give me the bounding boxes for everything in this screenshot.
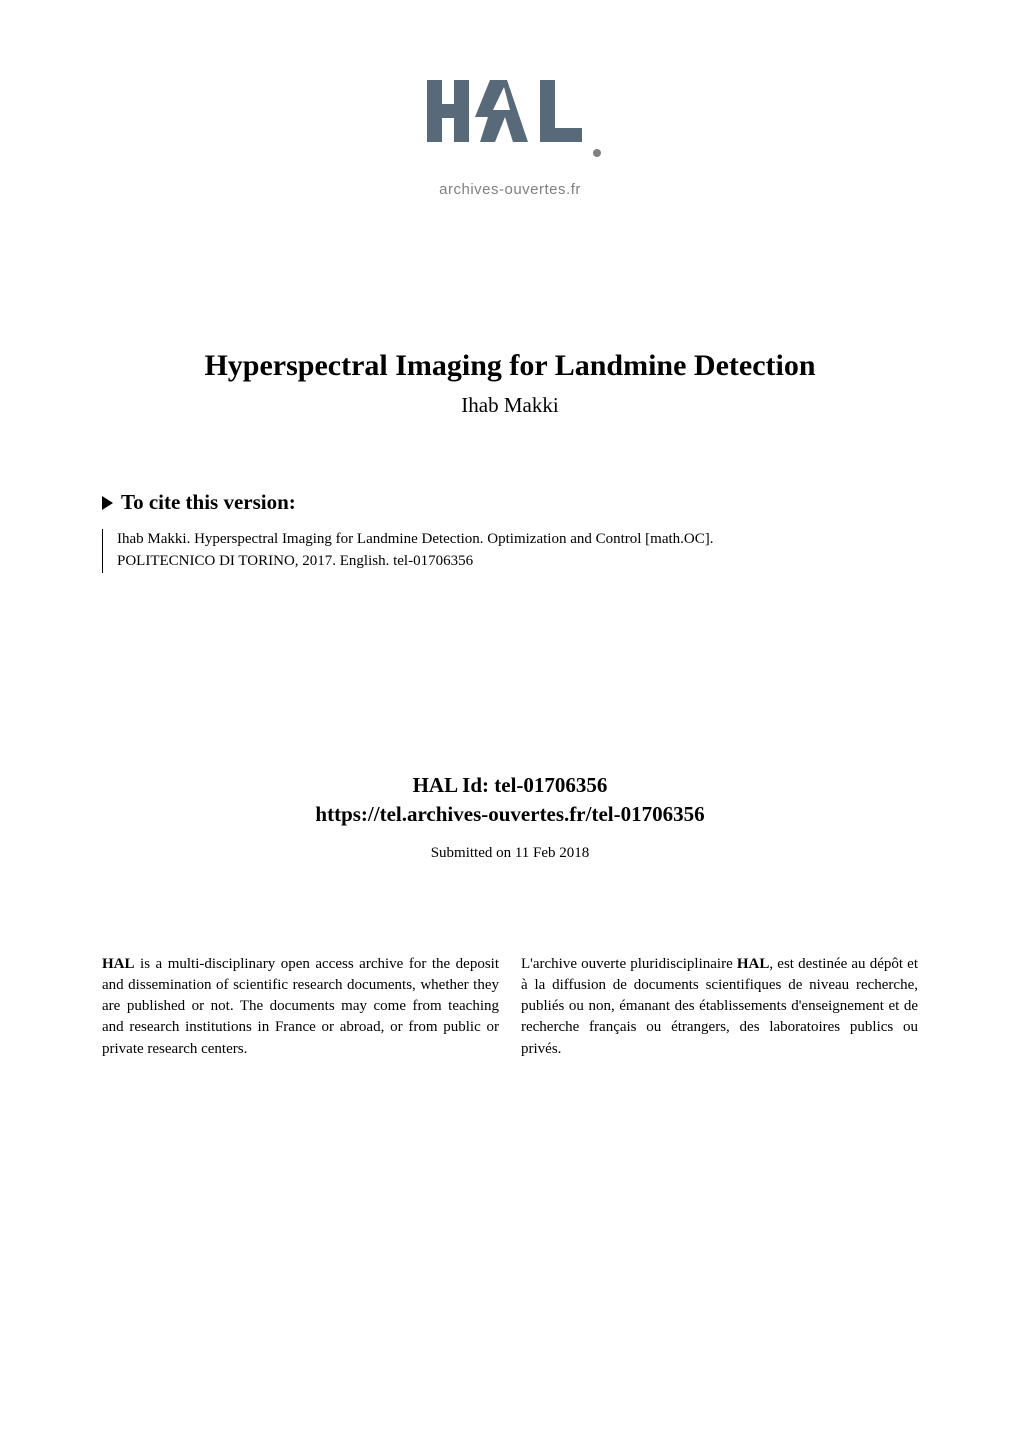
cite-body: Ihab Makki. Hyperspectral Imaging for La… <box>102 529 918 573</box>
hal-logo-section: archives-ouvertes.fr <box>0 0 1020 199</box>
hal-id: HAL Id: tel-01706356 <box>0 773 1020 798</box>
triangle-icon <box>102 496 113 510</box>
hal-bold-fr: HAL <box>737 956 770 972</box>
description-english: HAL is a multi-disciplinary open access … <box>102 954 499 1060</box>
hal-bold-en: HAL <box>102 956 135 972</box>
cite-section: To cite this version: Ihab Makki. Hypers… <box>102 490 918 573</box>
hal-url: https://tel.archives-ouvertes.fr/tel-017… <box>0 802 1020 827</box>
cite-title: To cite this version: <box>121 490 296 515</box>
description-section: HAL is a multi-disciplinary open access … <box>102 954 918 1060</box>
description-french: L'archive ouverte pluridisciplinaire HAL… <box>521 954 918 1060</box>
title-section: Hyperspectral Imaging for Landmine Detec… <box>0 349 1020 418</box>
desc-fr-prefix: L'archive ouverte pluridisciplinaire <box>521 956 737 972</box>
author-name: Ihab Makki <box>0 393 1020 418</box>
hal-id-section: HAL Id: tel-01706356 https://tel.archive… <box>0 773 1020 862</box>
paper-title: Hyperspectral Imaging for Landmine Detec… <box>0 349 1020 383</box>
submitted-date: Submitted on 11 Feb 2018 <box>0 845 1020 862</box>
cite-line-2: POLITECNICO DI TORINO, 2017. English. ​t… <box>117 553 473 569</box>
hal-logo: archives-ouvertes.fr <box>415 72 605 198</box>
cite-line-1: Ihab Makki. Hyperspectral Imaging for La… <box>117 531 714 547</box>
desc-en-text: is a multi-disciplinary open access arch… <box>102 956 499 1057</box>
logo-subtitle: archives-ouvertes.fr <box>415 181 605 198</box>
cite-header: To cite this version: <box>102 490 918 515</box>
